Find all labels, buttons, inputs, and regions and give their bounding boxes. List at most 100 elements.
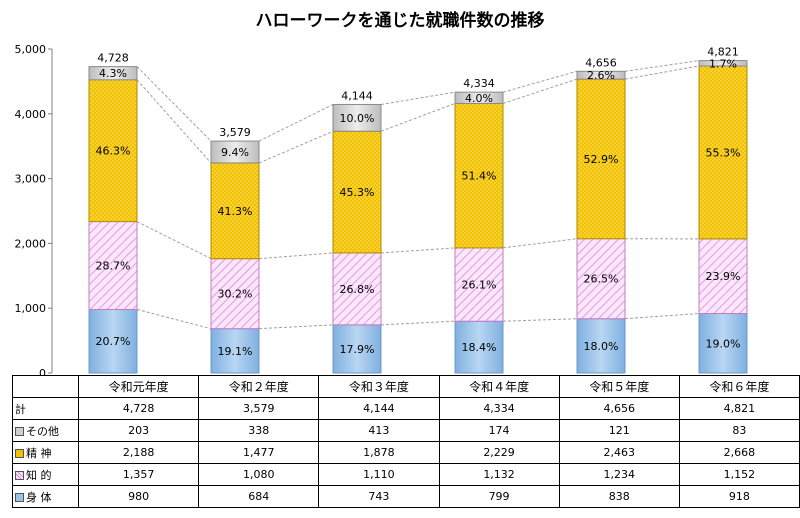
stacked-bar-chart: 0 1,000 2,000 3,000 4,000 5,000 20.7% 28.7% 46.… [15, 43, 748, 376]
table-cell: 4,821 [678, 397, 800, 420]
legend-swatch [15, 493, 24, 502]
y-tick-label: 3,000 [15, 173, 47, 186]
connector-line [502, 70, 578, 93]
bar-sonota [88, 66, 138, 81]
bar-shintai [698, 313, 748, 374]
data-labels: 20.7% 28.7% 46.3% 4.3% 4,728 19.1% 30.2% 41.3% 9… [96, 46, 741, 358]
legend-swatch [15, 471, 24, 480]
connector-line [136, 79, 212, 164]
legend-swatch [15, 449, 24, 458]
bar-shintai [576, 318, 626, 374]
table-header-cell: 令和５年度 [558, 375, 680, 398]
table-row-label: 身 体 [11, 485, 80, 508]
table-cell: 1,234 [558, 463, 680, 486]
percent-label: 41.3% [218, 205, 253, 218]
table-cell: 4,656 [558, 397, 680, 420]
connector-line [258, 130, 334, 164]
table-cell: 1,132 [438, 463, 560, 486]
bar-sonota [454, 91, 504, 104]
table-cell: 338 [198, 419, 320, 442]
data-table: 令和元年度 令和２年度 令和３年度 令和４年度 令和５年度 令和６年度計 4,728 3,57… [11, 375, 800, 508]
bar-seishin [454, 102, 504, 249]
connector-line [624, 60, 700, 72]
table-cell: 1,080 [198, 463, 320, 486]
total-label: 4,656 [585, 56, 617, 69]
connector-line [380, 320, 456, 326]
percent-label: 45.3% [340, 186, 375, 199]
table-cell: 980 [78, 485, 200, 508]
bar-seishin [698, 65, 748, 240]
y-tick-label: 5,000 [15, 43, 47, 56]
total-label: 4,728 [97, 52, 129, 65]
percent-label: 9.4% [221, 146, 249, 159]
percent-label: 26.1% [462, 279, 497, 292]
table-cell: 3,579 [198, 397, 320, 420]
bar-chiteki [576, 238, 626, 320]
connector-line [380, 91, 456, 105]
table-row: 精 神 2,188 1,477 1,878 2,229 2,463 2,668 [11, 441, 800, 464]
bar-chiteki [454, 247, 504, 322]
table-row-label: その他 [11, 419, 80, 442]
table-cell: 2,188 [78, 441, 200, 464]
connector-line [258, 104, 334, 142]
table-cell: 1,110 [318, 463, 440, 486]
connector-line [502, 78, 578, 104]
table-cell: 121 [558, 419, 680, 442]
bar-chiteki [698, 238, 748, 315]
percent-label: 51.4% [462, 170, 497, 183]
table-row-label-text: 身 体 [26, 490, 52, 504]
connector-line [502, 318, 578, 322]
total-label: 4,334 [463, 77, 495, 90]
total-label: 4,144 [341, 89, 373, 102]
table-row-label-text: その他 [26, 424, 59, 438]
table-cell: 4,144 [318, 397, 440, 420]
total-label: 4,821 [707, 46, 739, 59]
table-cell: 2,463 [558, 441, 680, 464]
table-corner-cell [11, 375, 80, 398]
table-cell: 743 [318, 485, 440, 508]
percent-label: 10.0% [340, 112, 375, 125]
connector-line [136, 221, 212, 260]
table-cell: 413 [318, 419, 440, 442]
table-cell: 174 [438, 419, 560, 442]
chart-title: ハローワークを通じた就職件数の推移 [255, 11, 545, 31]
table-cell: 684 [198, 485, 320, 508]
bar-sonota [332, 103, 382, 132]
bar-shintai [210, 328, 260, 374]
percent-label: 4.0% [465, 92, 493, 105]
table-row-label-text: 知 的 [26, 468, 52, 482]
table-row-label-text: 計 [15, 402, 26, 416]
connector-line [136, 66, 212, 142]
bar-sonota [576, 70, 626, 80]
y-tick-label: 2,000 [15, 237, 47, 250]
table-cell: 203 [78, 419, 200, 442]
connector-line [624, 313, 700, 320]
bar-seishin [210, 162, 260, 260]
bar-chiteki [332, 252, 382, 326]
table-cell: 4,334 [438, 397, 560, 420]
percent-label: 52.9% [584, 153, 619, 166]
table-header-cell: 令和元年度 [78, 375, 200, 398]
y-tick-label: 4,000 [15, 108, 47, 121]
table-cell: 83 [678, 419, 800, 442]
table-row: その他 203 338 413 174 121 83 [11, 419, 800, 442]
connector-line [502, 238, 578, 249]
table-cell: 1,477 [198, 441, 320, 464]
percent-label: 23.9% [706, 270, 741, 283]
y-tick-label: 1,000 [15, 302, 47, 315]
bar-seishin [332, 130, 382, 254]
percent-label: 18.4% [462, 341, 497, 354]
percent-label: 1.7% [709, 57, 737, 70]
table-row: 計 4,728 3,579 4,144 4,334 4,656 4,821 [11, 397, 800, 420]
percent-label: 19.1% [218, 345, 253, 358]
percent-label: 55.3% [706, 146, 741, 159]
table-cell: 1,357 [78, 463, 200, 486]
percent-label: 20.7% [96, 335, 131, 348]
percent-label: 30.2% [218, 288, 253, 301]
bar-shintai [88, 308, 138, 374]
percent-label: 28.7% [96, 260, 131, 273]
bars [88, 60, 748, 374]
table-row: 身 体 980 684 743 799 838 918 [11, 485, 800, 508]
percent-label: 26.5% [584, 273, 619, 286]
table-header-cell: 令和６年度 [678, 375, 800, 398]
